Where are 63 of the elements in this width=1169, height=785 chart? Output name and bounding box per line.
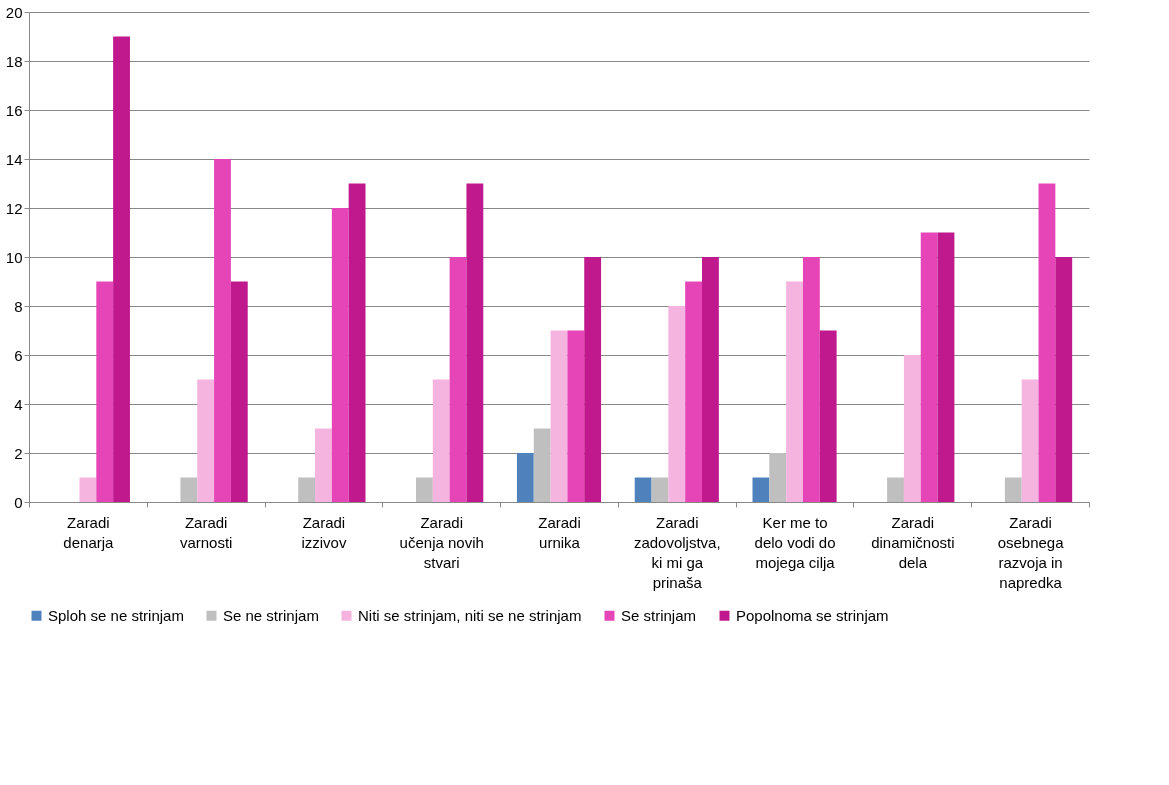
bar xyxy=(214,159,231,502)
bar xyxy=(96,281,114,502)
bar xyxy=(1021,379,1039,502)
x-tick-label: Zaradi varnosti xyxy=(179,513,233,551)
bar xyxy=(903,355,921,502)
bar xyxy=(230,281,248,502)
bar xyxy=(516,453,534,502)
legend-label: Se strinjam xyxy=(621,606,697,624)
bar xyxy=(1055,257,1073,502)
bar xyxy=(567,330,585,502)
x-tick-label: Zaradi denarja xyxy=(63,513,115,551)
x-tick-label: Zaradi urnika xyxy=(538,513,581,551)
bar xyxy=(466,183,484,502)
x-tick-label: Zaradi osebnega razvoja in napredka xyxy=(997,513,1065,591)
bar xyxy=(550,330,568,502)
y-tick-label: 20 xyxy=(5,3,23,21)
bar xyxy=(415,477,433,502)
bar xyxy=(180,477,198,502)
bar xyxy=(752,477,770,502)
x-tick-label: Zaradi izzivov xyxy=(301,513,347,551)
bar xyxy=(634,477,652,502)
bar xyxy=(533,428,551,502)
y-tick-label: 10 xyxy=(5,248,23,266)
x-tick-label: Zaradi dinamičnosti dela xyxy=(871,513,955,571)
bar xyxy=(113,36,130,502)
bar xyxy=(887,477,904,502)
bar xyxy=(920,232,938,502)
bar xyxy=(584,257,602,502)
y-tick-label: 2 xyxy=(14,444,23,462)
bar xyxy=(79,477,97,502)
y-tick-label: 14 xyxy=(5,150,23,168)
x-tick-label: Zaradi učenja novih stvari xyxy=(399,513,484,571)
legend-label: Se ne strinjam xyxy=(223,606,319,624)
y-tick-label: 0 xyxy=(14,493,23,511)
x-tick-label: Zaradi zadovoljstva, ki mi ga prinaša xyxy=(633,513,721,591)
y-tick-label: 12 xyxy=(5,199,23,217)
legend-label: Popolnoma se strinjam xyxy=(736,606,889,624)
bar xyxy=(937,232,955,502)
bar xyxy=(348,183,366,502)
bar xyxy=(298,477,316,502)
legend-label: Niti se strinjam, niti se ne strinjam xyxy=(358,606,582,624)
bar xyxy=(1004,477,1022,502)
bar xyxy=(197,379,215,502)
legend-label: Sploh se ne strinjam xyxy=(48,606,184,624)
bar xyxy=(432,379,450,502)
bar xyxy=(331,208,349,502)
y-tick-label: 8 xyxy=(14,297,23,315)
bar xyxy=(769,453,787,502)
bar xyxy=(449,257,467,502)
bar xyxy=(786,281,803,502)
bar xyxy=(668,306,686,502)
bar xyxy=(315,428,332,502)
y-tick-label: 16 xyxy=(5,101,23,119)
bar xyxy=(802,257,820,502)
bar xyxy=(1038,183,1056,502)
bar xyxy=(651,477,669,502)
bar xyxy=(819,330,837,502)
y-tick-label: 18 xyxy=(5,52,23,70)
y-tick-label: 4 xyxy=(14,395,23,413)
bar xyxy=(702,257,719,502)
bar xyxy=(685,281,703,502)
y-tick-label: 6 xyxy=(14,346,23,364)
x-tick-label: Ker me to delo vodi do mojega cilja xyxy=(754,513,836,571)
